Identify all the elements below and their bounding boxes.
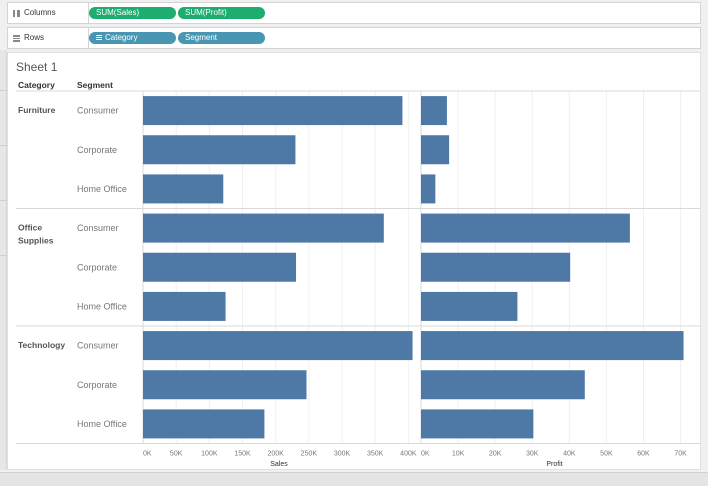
segment-label-technology-consumer: Consumer [77,341,119,351]
sheet-view: Sheet 1 Category Segment 0K 50K 100K 150K 20… [7,52,701,470]
tick-label-sales-2: 100K [201,451,218,458]
sum-profit-pill[interactable]: SUM(Profit) [178,7,265,19]
tick-label-sales-6: 300K [334,451,351,458]
segment-label-office-supplies-consumer: Consumer [77,223,119,233]
segment-label-office-supplies-home-office: Home Office [77,301,127,311]
category-header[interactable]: Category [18,80,55,90]
bar-profit-furniture-home-office [421,174,436,204]
rows-label-text: Rows [24,33,45,42]
bar-profit-technology-home-office [421,409,534,439]
bar-sales-office-supplies-consumer [143,213,384,243]
bar-profit-office-supplies-corporate [421,252,571,282]
bar-profit-furniture-consumer [421,96,447,126]
bar-sales-technology-corporate [143,370,307,400]
bar-profit-technology-corporate [421,370,585,400]
tick-label-profit-4: 40K [563,451,576,458]
bar-profit-office-supplies-consumer [421,213,630,243]
category-label-furniture: Furniture [18,105,56,115]
segment-label-furniture-home-office: Home Office [77,184,127,194]
segment-header[interactable]: Segment [77,80,113,90]
tick-label-sales-3: 150K [234,451,251,458]
sum-profit-pill-text: SUM(Profit) [185,8,227,17]
tick-label-profit-3: 30K [526,451,539,458]
sum-sales-pill-text: SUM(Sales) [96,8,140,17]
tick-label-sales-7: 350K [367,451,384,458]
category-pill[interactable]: Category [89,32,176,44]
category-label-technology: Technology [18,340,65,350]
bar-profit-technology-consumer [421,331,684,361]
axis-title-profit: Profit [546,461,562,468]
columns-icon [13,9,20,17]
bar-profit-office-supplies-home-office [421,291,518,321]
bar-sales-furniture-consumer [143,96,403,126]
segment-label-office-supplies-corporate: Corporate [77,262,117,272]
left-gutter [0,50,7,470]
tick-label-sales-5: 250K [301,451,318,458]
category-pill-text: Category [105,33,138,42]
columns-label-text: Columns [24,8,56,17]
bar-sales-technology-home-office [143,409,265,439]
tick-label-profit-1: 10K [452,451,465,458]
tick-label-profit-7: 70K [674,451,687,458]
bottom-strip [0,472,708,486]
sum-sales-pill[interactable]: SUM(Sales) [89,7,176,19]
tick-label-sales-4: 200K [268,451,285,458]
axis-title-sales: Sales [270,461,288,468]
dimension-icon [96,35,102,40]
tick-label-profit-2: 20K [489,451,502,458]
bar-sales-office-supplies-home-office [143,291,226,321]
tick-label-profit-0: 0K [421,451,430,458]
category-label-office-supplies: Office Supplies [18,223,54,246]
bar-sales-office-supplies-corporate [143,252,297,282]
segment-label-furniture-consumer: Consumer [77,106,119,116]
tick-label-profit-6: 60K [637,451,650,458]
bar-sales-furniture-home-office [143,174,224,204]
columns-shelf-label: Columns [8,3,89,23]
rows-icon [13,34,20,42]
bar-profit-furniture-corporate [421,135,450,165]
tick-label-sales-0: 0K [143,451,152,458]
segment-pill[interactable]: Segment [178,32,265,44]
segment-label-furniture-corporate: Corporate [77,145,117,155]
tick-label-profit-5: 50K [600,451,613,458]
bar-sales-furniture-corporate [143,135,296,165]
bar-sales-technology-consumer [143,331,413,361]
segment-label-technology-corporate: Corporate [77,380,117,390]
tick-label-sales-8: 400K [400,451,417,458]
segment-pill-text: Segment [185,33,218,42]
tick-label-sales-1: 50K [170,451,183,458]
rows-shelf[interactable]: Rows Category Segment [7,27,701,49]
rows-shelf-label: Rows [8,28,89,48]
columns-shelf[interactable]: Columns SUM(Sales) SUM(Profit) [7,2,701,24]
bar-chart: 0K 50K 100K 150K 200K 250K 300K 350K 400K Sales 0K… [16,90,700,468]
segment-label-technology-home-office: Home Office [77,419,127,429]
sheet-title[interactable]: Sheet 1 [16,60,58,74]
